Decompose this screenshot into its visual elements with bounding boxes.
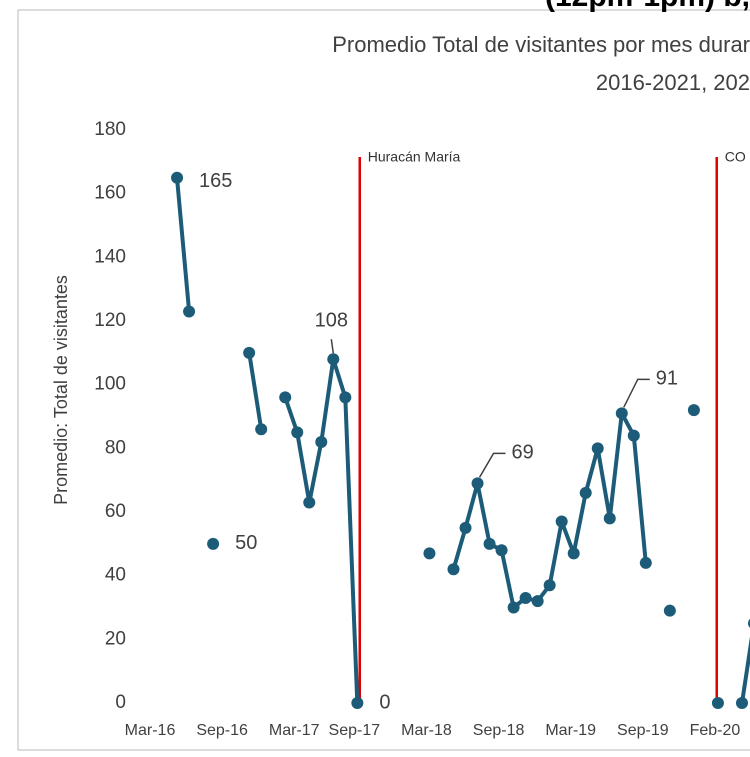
y-tick-label: 40 [105,565,126,586]
data-point [627,429,640,442]
y-tick-label: 20 [105,628,126,649]
chart-subtitle: 2016-2021, 202 [596,70,750,95]
data-point [207,537,220,550]
data-label: 108 [315,309,348,331]
data-point [339,391,352,404]
data-point [735,697,748,709]
leader-line [478,452,506,478]
data-point [279,391,292,404]
y-tick-label: 100 [94,374,126,395]
data-point [531,595,544,608]
data-point [171,171,184,184]
data-point [303,496,316,509]
y-tick-label: 0 [115,692,126,713]
y-tick-label: 120 [94,310,126,331]
data-point [315,435,328,448]
data-point [459,521,472,534]
data-point [519,591,532,604]
data-point [291,426,304,439]
data-point [495,544,508,557]
data-point [579,486,592,499]
series-line [175,177,750,704]
x-tick-label: Mar-19 [545,722,596,739]
y-tick-label: 180 [94,119,126,140]
data-point [591,442,604,455]
chart-frame [17,9,750,751]
data-label: 50 [235,532,257,554]
data-point [423,547,436,560]
data-label: 91 [656,368,678,390]
y-tick-label: 80 [105,437,126,458]
data-point [483,537,496,550]
data-point [603,512,616,525]
data-point [447,563,460,576]
data-point [471,477,484,490]
data-label: 165 [199,170,232,192]
data-point [243,346,256,359]
event-label: CO [725,149,746,165]
y-tick-label: 160 [94,183,126,204]
data-label: 69 [512,442,534,464]
x-tick-label: Sep-19 [617,722,669,739]
data-point [687,404,700,417]
data-point [507,601,520,614]
data-point [555,515,568,528]
data-point [663,604,676,617]
x-tick-label: Mar-17 [269,722,320,739]
y-tick-label: 140 [94,246,126,267]
data-point [567,547,580,560]
event-label: Huracán María [368,149,461,165]
data-point [183,305,196,318]
data-label: 0 [379,691,390,713]
leader-line [623,378,650,408]
y-axis-label: Promedio: Total de visitantes [51,275,71,505]
header: (12pm-1pm) b, [545,0,750,13]
data-point [615,407,628,420]
x-tick-label: Feb-20 [690,722,741,739]
data-point [351,697,364,709]
x-tick-label: Mar-18 [401,722,452,739]
data-point [711,697,724,709]
data-point [543,579,556,592]
data-point [639,556,652,569]
x-tick-label: Sep-16 [196,722,248,739]
x-tick-label: Sep-17 [329,722,381,739]
x-tick-label: Sep-18 [473,722,525,739]
data-point [327,353,340,366]
data-point [255,423,268,436]
y-tick-label: 60 [105,501,126,522]
chart-title: Promedio Total de visitantes por mes dur… [332,32,750,57]
leader-line [330,339,335,354]
x-tick-label: Mar-16 [125,722,176,739]
